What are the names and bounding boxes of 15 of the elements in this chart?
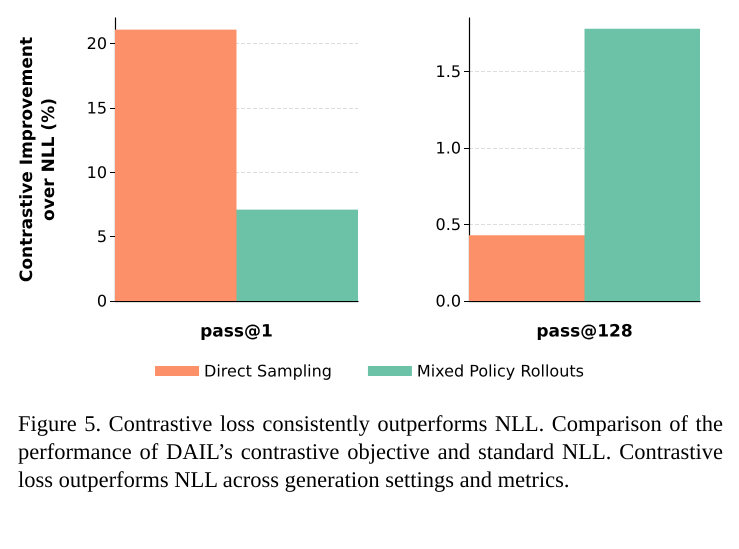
x-axis-title: pass@1 [200,322,273,342]
y-tick-label: 0 [96,292,107,310]
legend-label: Direct Sampling [204,362,332,380]
y-tick-label: 1.0 [436,138,461,158]
y-tick-label: 0.0 [436,292,461,310]
caption: Figure 5. Contrastive loss consistently outperforms NLL. Comparison of the performance of DAIL’s contrastive objective and standard NLL. Contrastive loss outperforms NLL across generation settings and metrics. [18,410,723,494]
y-tick-label: 5 [96,227,107,246]
y-tick-label: 20 [86,34,107,54]
y-tick-label: 10 [86,162,107,182]
y-tick-label: 1.5 [436,62,461,82]
legend-label: Mixed Policy Rollouts [416,362,584,380]
x-axis-title: pass@128 [536,322,633,342]
y-tick-label: 15 [86,98,107,118]
y-tick-label: 0.5 [436,215,461,234]
y-axis-title: Contrastive Improvement over NLL (%) [17,36,59,282]
